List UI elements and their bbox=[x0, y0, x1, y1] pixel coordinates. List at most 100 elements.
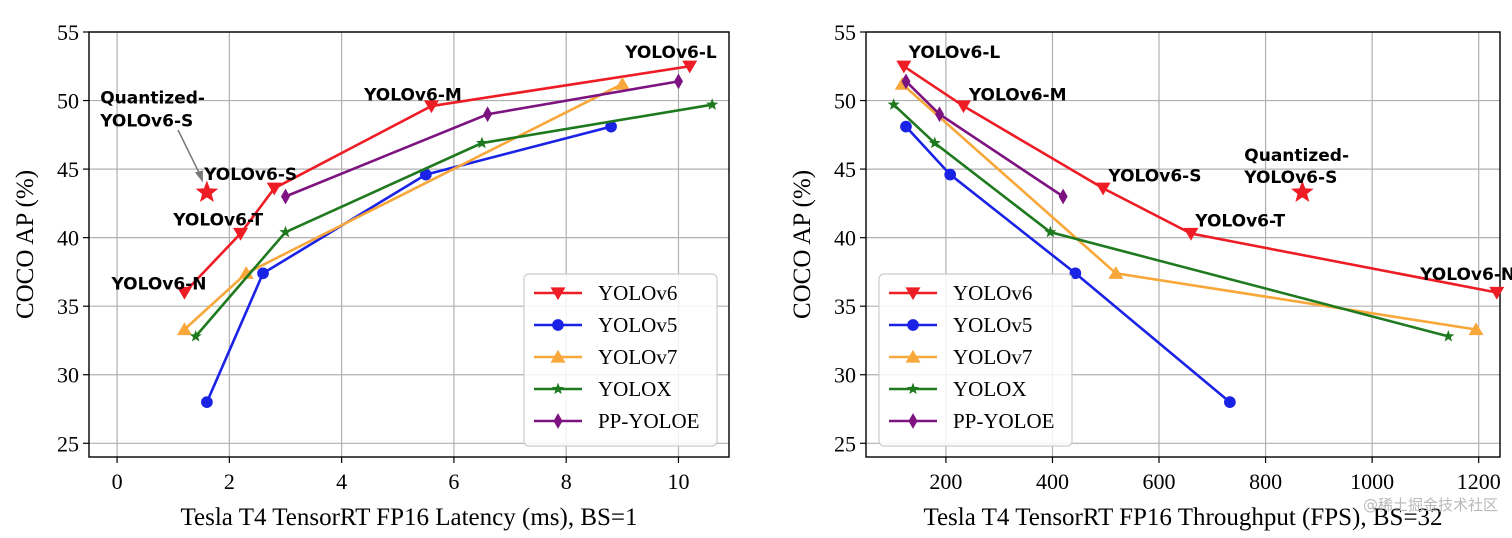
series-line-yolov5 bbox=[905, 125, 1231, 404]
series-pp-yoloe bbox=[280, 73, 683, 205]
annotation-label: Quantized- bbox=[100, 88, 205, 108]
annotation-label: YOLOv6-M bbox=[363, 86, 462, 106]
y-tick-label: 35 bbox=[57, 294, 79, 319]
series-yolov7 bbox=[176, 76, 630, 336]
axes-frame bbox=[865, 31, 1501, 458]
data-point-yolov5 bbox=[201, 396, 213, 409]
legend-box bbox=[878, 273, 1073, 447]
legend: YOLOv6 YOLOv5 YOLOv7 YOLOX PP-YOLOE bbox=[878, 273, 1073, 447]
data-point-yolox bbox=[1044, 225, 1057, 238]
data-point-yolox bbox=[706, 98, 719, 110]
legend-label-yolov6: YOLOv6 bbox=[598, 281, 677, 305]
data-point-yolov5 bbox=[605, 120, 617, 133]
data-point-yolov6 bbox=[682, 60, 698, 74]
data-point-pp-yoloe bbox=[1058, 188, 1068, 205]
y-tick-label: 30 bbox=[834, 363, 856, 388]
data-point-yolov7 bbox=[238, 266, 254, 279]
data-point-yolov6 bbox=[955, 100, 971, 114]
axes-frame bbox=[88, 31, 730, 458]
data-point-yolov5 bbox=[944, 168, 957, 181]
x-tick-label: 4 bbox=[336, 469, 347, 494]
data-point-yolov7 bbox=[1108, 266, 1124, 279]
data-point-pp-yoloe bbox=[935, 106, 945, 123]
legend-marker-yolov5 bbox=[552, 319, 564, 331]
data-point-yolov7 bbox=[614, 76, 630, 90]
y-tick-label: 50 bbox=[57, 89, 79, 114]
legend-marker-yolov7 bbox=[550, 349, 566, 363]
data-point-yolov6 bbox=[266, 182, 282, 196]
x-tick-label: 1200 bbox=[1457, 469, 1501, 494]
chart-panel-1: 0 2 4 6 8 10 25 30 35 40 45 50 55 Tesla T4 TensorRT F… bbox=[12, 20, 730, 531]
data-point-yolov6 bbox=[1183, 227, 1199, 241]
legend-marker-yolov7 bbox=[905, 349, 921, 363]
legend-marker-yolov6 bbox=[905, 287, 921, 301]
legend-box bbox=[523, 273, 718, 447]
legend-label-pp-yoloe: PP-YOLOE bbox=[598, 409, 700, 433]
y-tick-label: 25 bbox=[57, 431, 79, 456]
series-yolox bbox=[887, 98, 1455, 342]
x-axis-label: Tesla T4 TensorRT FP16 Throughput (FPS),… bbox=[923, 504, 1442, 531]
data-point-yolov5 bbox=[1069, 267, 1082, 280]
data-point-yolov7 bbox=[1468, 322, 1484, 336]
y-tick-label: 35 bbox=[834, 294, 856, 319]
data-point-yolox bbox=[928, 136, 941, 149]
legend-label-yolox: YOLOX bbox=[953, 377, 1027, 401]
x-tick-label: 8 bbox=[561, 469, 572, 494]
data-point-pp-yoloe bbox=[280, 188, 290, 205]
annotation-arrow bbox=[177, 129, 202, 177]
x-axis-label: Tesla T4 TensorRT FP16 Latency (ms), BS=… bbox=[181, 504, 638, 531]
legend-marker-yolov6 bbox=[550, 287, 566, 301]
legend-marker-pp-yoloe bbox=[553, 413, 563, 429]
annotation-label: YOLOv6-N bbox=[110, 275, 206, 295]
legend-marker-yolox bbox=[906, 382, 920, 395]
x-tick-label: 200 bbox=[929, 469, 962, 494]
data-point-yolov5 bbox=[1224, 396, 1236, 409]
series-line-yolox bbox=[892, 103, 1449, 338]
data-point-yolov7 bbox=[176, 322, 192, 336]
y-tick-label: 40 bbox=[57, 226, 79, 251]
annotation-label: YOLOv6-S bbox=[1107, 166, 1201, 186]
annotation-label: Quantized- bbox=[1244, 146, 1349, 166]
legend-label-yolov7: YOLOv7 bbox=[953, 345, 1032, 369]
x-tick-label: 800 bbox=[1249, 469, 1282, 494]
y-axis-label: COCO AP (%) bbox=[789, 170, 816, 319]
x-tick-label: 1000 bbox=[1350, 469, 1394, 494]
annotation-arrowhead bbox=[194, 170, 203, 183]
data-point-yolov5 bbox=[900, 120, 912, 133]
data-point-yolox bbox=[279, 225, 292, 238]
x-tick-label: 2 bbox=[224, 469, 235, 494]
quantized-yolov6-s-point bbox=[195, 180, 219, 203]
legend-marker-yolov5 bbox=[907, 319, 919, 331]
series-yolov6 bbox=[896, 60, 1505, 300]
x-tick-label: 400 bbox=[1036, 469, 1069, 494]
y-tick-label: 50 bbox=[834, 89, 856, 114]
data-point-yolov5 bbox=[257, 267, 269, 280]
data-point-yolox bbox=[887, 98, 900, 110]
series-pp-yoloe bbox=[901, 73, 1068, 205]
data-point-yolov6 bbox=[233, 227, 249, 241]
legend-label-yolov7: YOLOv7 bbox=[598, 345, 677, 369]
data-point-yolov6 bbox=[1489, 286, 1505, 300]
annotation-label: YOLOv6-L bbox=[908, 43, 1001, 63]
y-tick-label: 40 bbox=[834, 226, 856, 251]
legend-marker-pp-yoloe bbox=[908, 413, 918, 429]
y-tick-label: 30 bbox=[57, 363, 79, 388]
y-tick-label: 45 bbox=[834, 157, 856, 182]
y-tick-label: 25 bbox=[834, 431, 856, 456]
annotation-label: YOLOv6-M bbox=[968, 86, 1067, 106]
annotation-label: YOLOv6-S bbox=[1243, 168, 1337, 188]
annotation-label: YOLOv6-L bbox=[624, 43, 717, 63]
data-point-yolov6 bbox=[896, 60, 912, 74]
x-tick-label: 10 bbox=[667, 469, 689, 494]
series-yolox bbox=[189, 98, 719, 342]
legend-label-yolov5: YOLOv5 bbox=[953, 313, 1032, 337]
legend-label-pp-yoloe: PP-YOLOE bbox=[953, 409, 1055, 433]
data-point-pp-yoloe bbox=[483, 106, 493, 123]
legend-label-yolov5: YOLOv5 bbox=[598, 313, 677, 337]
series-line-yolox bbox=[194, 103, 713, 338]
x-tick-label: 6 bbox=[448, 469, 459, 494]
annotation-label: YOLOv6-S bbox=[99, 112, 193, 132]
annotation-label: YOLOv6-N bbox=[1419, 265, 1512, 285]
